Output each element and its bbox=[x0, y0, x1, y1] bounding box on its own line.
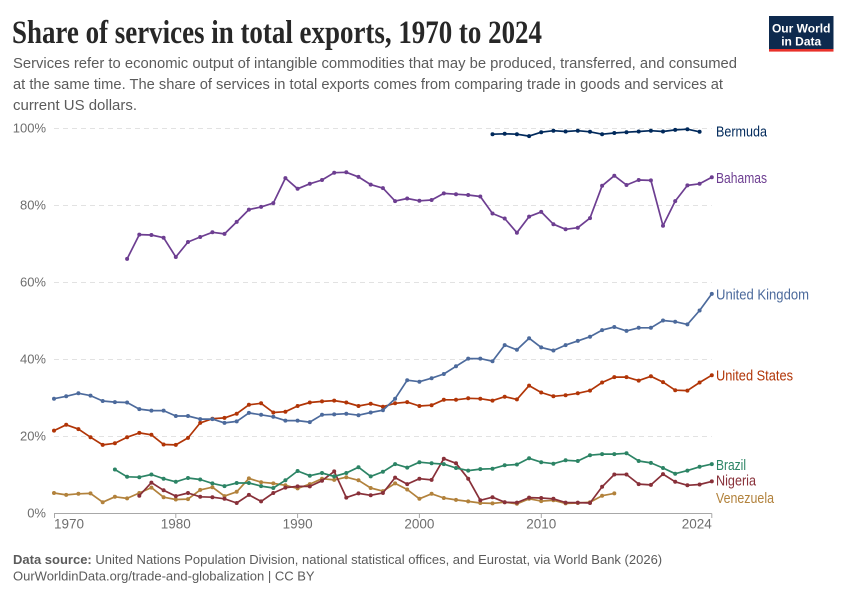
svg-text:United Kingdom: United Kingdom bbox=[716, 287, 809, 303]
svg-text:Nigeria: Nigeria bbox=[716, 473, 757, 489]
svg-text:Bermuda: Bermuda bbox=[716, 124, 768, 140]
svg-text:60%: 60% bbox=[20, 275, 46, 290]
svg-text:in Data: in Data bbox=[781, 35, 821, 49]
svg-text:40%: 40% bbox=[20, 352, 46, 367]
svg-text:80%: 80% bbox=[20, 198, 46, 213]
svg-text:100%: 100% bbox=[13, 121, 47, 136]
svg-text:Data source: United Nations Po: Data source: United Nations Population D… bbox=[13, 552, 662, 567]
svg-text:2000: 2000 bbox=[404, 517, 434, 532]
svg-text:Share of services in total exp: Share of services in total exports, 1970… bbox=[12, 15, 542, 51]
svg-text:Bahamas: Bahamas bbox=[716, 171, 767, 187]
svg-text:1980: 1980 bbox=[161, 517, 191, 532]
svg-text:2024: 2024 bbox=[682, 517, 713, 532]
svg-text:2010: 2010 bbox=[526, 517, 556, 532]
svg-text:Our World: Our World bbox=[772, 22, 830, 36]
svg-text:1970: 1970 bbox=[54, 517, 84, 532]
svg-text:Brazil: Brazil bbox=[716, 458, 746, 474]
svg-text:at the same time. The share of: at the same time. The share of services … bbox=[13, 76, 724, 93]
svg-text:Venezuela: Venezuela bbox=[716, 491, 775, 507]
svg-text:0%: 0% bbox=[27, 506, 46, 521]
svg-text:1990: 1990 bbox=[283, 517, 313, 532]
svg-text:OurWorldinData.org/trade-and-g: OurWorldinData.org/trade-and-globalizati… bbox=[13, 569, 315, 584]
svg-text:Services refer to economic out: Services refer to economic output of int… bbox=[13, 55, 737, 72]
svg-text:current US dollars.: current US dollars. bbox=[13, 97, 137, 114]
svg-text:20%: 20% bbox=[20, 429, 46, 444]
svg-text:United States: United States bbox=[716, 368, 793, 384]
